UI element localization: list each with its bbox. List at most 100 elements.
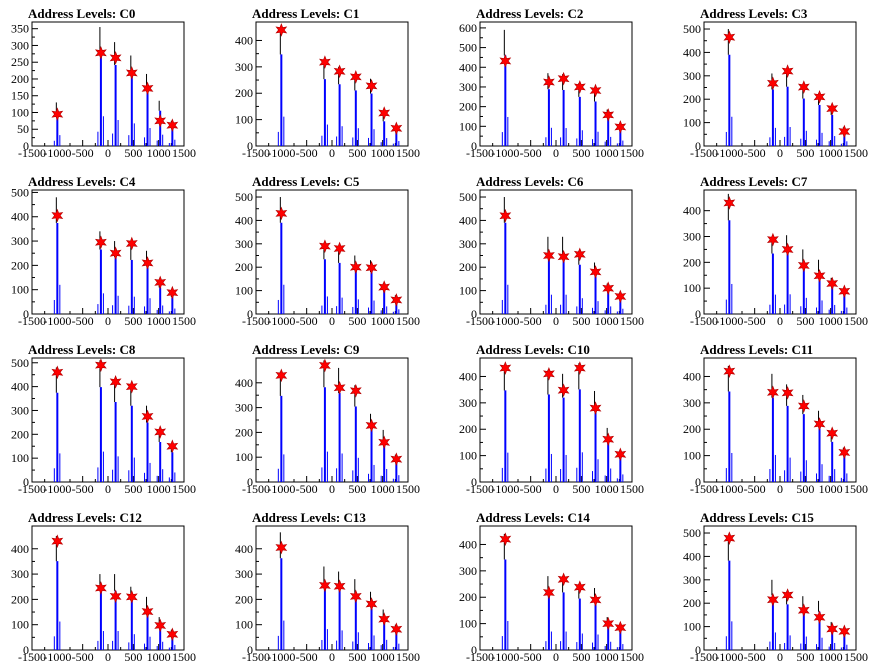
y-tick-label: 0 xyxy=(471,475,477,489)
peak-marker xyxy=(614,620,627,635)
x-tick-label: -1500 xyxy=(466,146,494,160)
chart-plot: 0 100 200 300 400 500 600 -1500-1000 -500 0 500 100… xyxy=(459,21,644,160)
y-tick-label: 300 xyxy=(235,60,253,74)
x-tick-label: 1500 xyxy=(620,146,644,160)
x-tick-label: -500 xyxy=(72,146,94,160)
peak-marker xyxy=(838,284,851,299)
x-tick-label: 1000 xyxy=(595,482,619,496)
x-tick-label: -500 xyxy=(744,146,766,160)
x-tick-label: -1500 xyxy=(690,146,718,160)
x-tick-label: 1500 xyxy=(172,314,196,328)
y-tick-label: 500 xyxy=(235,190,253,204)
y-tick-label: 300 xyxy=(11,234,29,248)
x-tick-label: 1500 xyxy=(396,482,420,496)
chart-title: Address Levels: C9 xyxy=(252,342,360,357)
chart-title: Address Levels: C4 xyxy=(28,174,136,189)
x-tick-label: 1500 xyxy=(844,314,868,328)
y-tick-label: 0 xyxy=(23,643,29,657)
peak-marker xyxy=(125,590,138,604)
y-tick-label: 300 xyxy=(11,38,29,52)
x-tick-label: -1000 xyxy=(491,146,519,160)
peak-marker xyxy=(94,46,107,60)
x-tick-label: -1000 xyxy=(491,482,519,496)
x-tick-label: -1500 xyxy=(466,314,494,328)
x-tick-label: -1000 xyxy=(491,314,519,328)
y-tick-label: 200 xyxy=(11,427,29,441)
y-tick-label: 300 xyxy=(683,69,701,83)
x-tick-label: -500 xyxy=(744,650,766,664)
chart-plot: 0 100 200 300 400 500 -1500-1000 -500 0 500 1000 15… xyxy=(683,525,868,664)
x-tick-label: 0 xyxy=(777,482,783,496)
y-tick-label: 400 xyxy=(683,45,701,59)
peak-marker xyxy=(838,624,851,639)
plot-frame xyxy=(703,21,857,147)
x-tick-label: -1500 xyxy=(466,482,494,496)
peak-marker xyxy=(723,364,736,379)
peak-marker xyxy=(499,532,512,547)
x-tick-label: 0 xyxy=(105,482,111,496)
chart-plot: 0 50 100 150 200 250 300 350 -1500-1000 -500 0 500 1… xyxy=(11,21,196,160)
peak-marker xyxy=(125,66,138,80)
peak-marker xyxy=(378,435,391,450)
x-tick-label: 1000 xyxy=(595,650,619,664)
x-tick-label: -1000 xyxy=(715,482,743,496)
y-tick-label: 500 xyxy=(459,41,477,55)
chart-panel-c12: Address Levels: C12 0 100 200 300 400 -1500 -10… xyxy=(0,504,224,672)
peak-marker xyxy=(154,114,167,128)
x-tick-label: -1000 xyxy=(267,650,295,664)
y-tick-label: 100 xyxy=(235,284,253,298)
plot-frame xyxy=(479,189,633,315)
peak-marker xyxy=(813,90,826,104)
y-tick-label: 400 xyxy=(11,380,29,394)
x-tick-label: 1000 xyxy=(371,482,395,496)
y-tick-label: 400 xyxy=(235,376,253,390)
peak-marker xyxy=(602,616,615,631)
x-tick-label: 1500 xyxy=(172,650,196,664)
y-tick-label: 300 xyxy=(683,396,701,410)
x-tick-label: 500 xyxy=(348,650,366,664)
chart-panel-c8: Address Levels: C8 0 100 200 300 400 500 -1500-… xyxy=(0,336,224,504)
peak-marker xyxy=(141,81,154,96)
peak-marker xyxy=(378,106,391,120)
chart-panel-c2: Address Levels: C2 0 100 200 300 400 500 600 -15… xyxy=(448,0,672,168)
chart-title: Address Levels: C11 xyxy=(700,342,814,357)
y-tick-label: 150 xyxy=(11,89,29,103)
y-tick-label: 0 xyxy=(247,475,253,489)
chart-title: Address Levels: C5 xyxy=(252,174,360,189)
x-tick-label: 500 xyxy=(124,650,142,664)
chart-plot: 0 100 200 300 400 500 -1500-1000 -500 0 500 1000 15… xyxy=(235,189,420,328)
x-tick-label: -1500 xyxy=(18,146,46,160)
peak-marker xyxy=(573,80,586,94)
plot-frame xyxy=(31,357,185,483)
peak-marker xyxy=(333,64,346,79)
peak-marker xyxy=(51,534,64,549)
x-tick-label: 0 xyxy=(329,650,335,664)
chart-panel-c11: Address Levels: C11 0 100 200 300 400 -1500 -10… xyxy=(672,336,896,504)
peak-marker xyxy=(318,239,331,253)
x-tick-label: 0 xyxy=(105,146,111,160)
x-tick-label: -500 xyxy=(296,146,318,160)
y-tick-label: 100 xyxy=(11,283,29,297)
peak-marker xyxy=(797,603,810,618)
chart-panel-c1: Address Levels: C1 0 100 200 300 400 -1500 -100… xyxy=(224,0,448,168)
peak-marker xyxy=(557,572,570,587)
peak-marker xyxy=(318,578,331,593)
peak-marker xyxy=(154,425,167,439)
peak-marker xyxy=(109,246,122,261)
peak-marker xyxy=(141,256,154,270)
peak-marker xyxy=(318,55,331,69)
x-tick-label: -1000 xyxy=(715,146,743,160)
x-tick-label: 1500 xyxy=(620,314,644,328)
chart-title: Address Levels: C2 xyxy=(476,6,584,21)
chart-plot: 0 100 200 300 400 -1500-1000 -500 0 500 1000 1500 xyxy=(11,525,196,664)
peak-marker xyxy=(573,247,586,262)
y-tick-label: 0 xyxy=(695,307,701,321)
x-tick-label: -1500 xyxy=(690,314,718,328)
peak-marker xyxy=(154,275,167,290)
peak-marker xyxy=(275,540,288,555)
x-tick-label: 500 xyxy=(124,314,142,328)
y-tick-label: 0 xyxy=(471,643,477,657)
x-tick-label: 0 xyxy=(105,314,111,328)
peak-marker xyxy=(499,54,512,68)
peak-marker xyxy=(766,232,779,247)
